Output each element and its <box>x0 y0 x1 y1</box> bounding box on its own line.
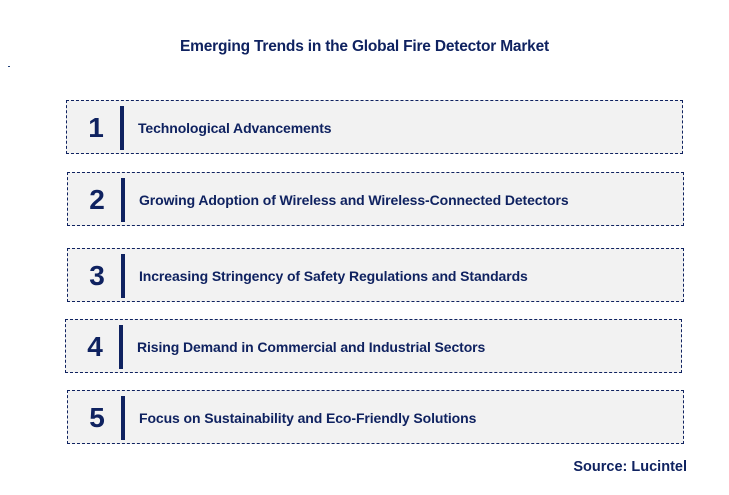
trend-item-1: 1 Technological Advancements <box>66 100 683 154</box>
trend-item-4: 4 Rising Demand in Commercial and Indust… <box>65 319 682 373</box>
trend-label: Growing Adoption of Wireless and Wireles… <box>139 192 569 208</box>
source-caption: Source: Lucintel <box>573 459 687 475</box>
trend-label: Rising Demand in Commercial and Industri… <box>137 339 486 355</box>
divider-bar <box>119 325 123 369</box>
trend-number: 1 <box>88 112 104 143</box>
divider-bar <box>121 396 125 440</box>
trend-item-2: 2 Growing Adoption of Wireless and Wirel… <box>67 172 684 226</box>
decorative-dot <box>8 66 10 67</box>
trend-label: Focus on Sustainability and Eco-Friendly… <box>139 410 477 426</box>
trend-number: 5 <box>89 402 105 433</box>
trend-number: 4 <box>87 331 103 362</box>
divider-bar <box>120 106 124 150</box>
trend-number: 3 <box>89 260 105 291</box>
trend-number: 2 <box>89 184 105 215</box>
divider-bar <box>121 178 125 222</box>
trend-label: Technological Advancements <box>138 120 332 136</box>
trend-item-3: 3 Increasing Stringency of Safety Regula… <box>67 248 684 302</box>
trend-label: Increasing Stringency of Safety Regulati… <box>139 268 528 284</box>
diagram-title: Emerging Trends in the Global Fire Detec… <box>180 38 549 55</box>
trend-item-5: 5 Focus on Sustainability and Eco-Friend… <box>67 390 684 444</box>
divider-bar <box>121 254 125 298</box>
